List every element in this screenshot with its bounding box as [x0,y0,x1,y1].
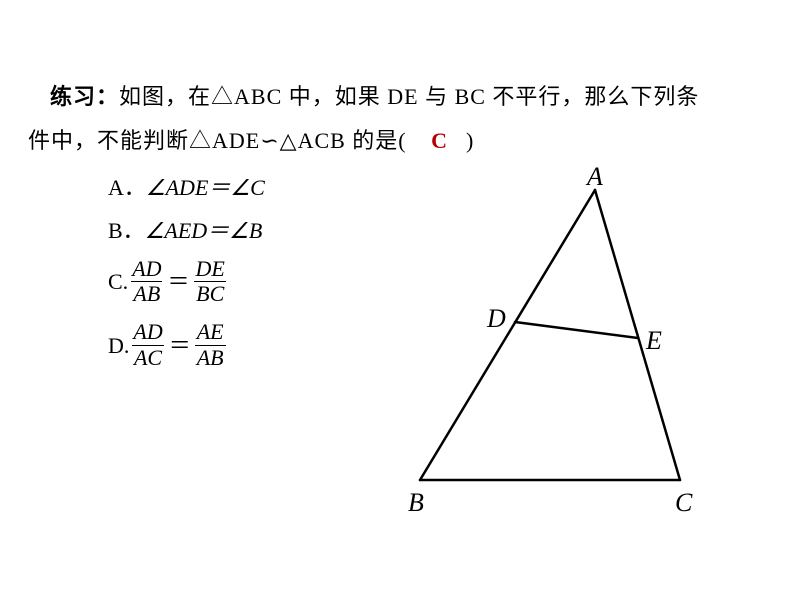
question-line1: 练习：如图，在△ABC 中，如果 DE 与 BC 不平行，那么下列条 [50,75,794,119]
question-line2: 件中，不能判断△ADE∽△ACB 的是( C) [28,119,794,163]
vertex-label-a: A [587,162,603,192]
option-d-frac1-num: AD [131,320,164,344]
option-c-frac1-num: AD [130,257,163,281]
option-c-frac2-num: DE [194,257,227,281]
question-text-2: 件中，不能判断△ADE∽△ACB 的是( [28,128,407,153]
equals-icon: ＝ [169,329,191,362]
vertex-label-c: C [675,488,692,518]
vertex-label-e: E [646,326,662,356]
option-c-frac2-den: BC [194,281,226,306]
question-block: 练习：如图，在△ABC 中，如果 DE 与 BC 不平行，那么下列条 件中，不能… [50,75,794,163]
triangle-svg [380,160,720,520]
vertex-label-d: D [487,304,506,334]
option-d-frac2-num: AE [195,320,226,344]
option-d-frac1: AD AC [131,320,164,369]
option-c-label: C. [108,265,128,298]
option-b-label: B． [108,214,145,247]
option-c-frac2: DE BC [194,257,227,306]
option-d-label: D. [108,329,129,362]
vertex-label-b: B [408,488,424,518]
option-c-frac1-den: AB [131,281,162,306]
question-text-1: 如图，在△ABC 中，如果 DE 与 BC 不平行，那么下列条 [119,84,699,109]
option-c-frac1: AD AB [130,257,163,306]
option-d-frac2-den: AB [195,345,226,370]
option-d-frac2: AE AB [195,320,226,369]
answer-letter: C [431,128,448,153]
option-a-label: A． [108,171,146,204]
option-a-content: ∠ADE＝∠C [146,175,265,200]
question-text-3: ) [466,128,474,153]
triangle-diagram: A B C D E [380,160,720,525]
equals-icon: ＝ [168,265,190,298]
option-b-content: ∠AED＝∠B [145,218,263,243]
question-prefix: 练习： [50,84,119,109]
option-d-frac1-den: AC [132,345,164,370]
